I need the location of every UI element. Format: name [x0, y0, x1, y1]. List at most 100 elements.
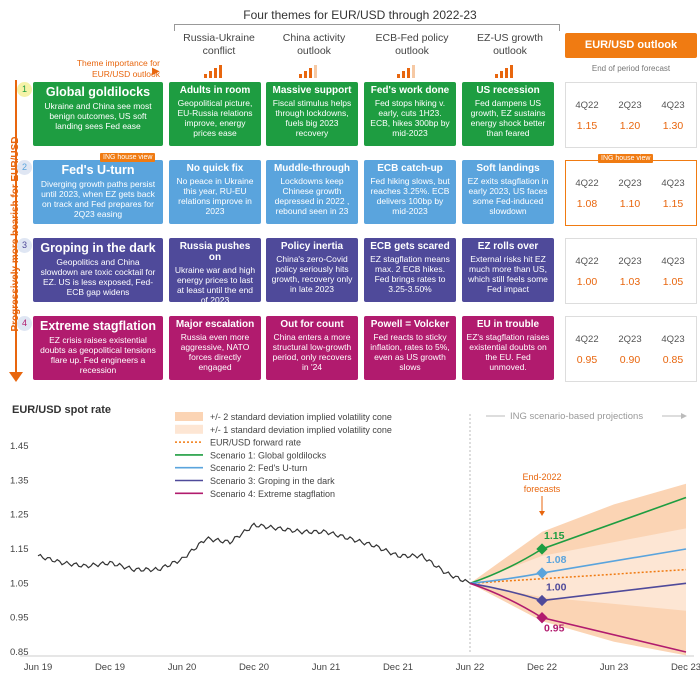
importance-bar [304, 71, 307, 78]
cell-title: EU in trouble [476, 319, 540, 330]
y-tick-label: 1.25 [10, 510, 29, 521]
legend-label: Scenario 2: Fed's U-turn [210, 463, 307, 473]
forecast-value: 1.00 [576, 276, 598, 288]
cell-description: Russia even more aggressive, NATO forces… [180, 332, 250, 372]
y-tick-label: 1.35 [10, 475, 29, 486]
cell-description: Fed hiking slows, but reaches 3.25%. ECB… [370, 176, 450, 216]
end2022-marker [536, 543, 548, 555]
chart-title: EUR/USD spot rate [12, 404, 112, 416]
cell-title: Powell = Volcker [370, 319, 450, 330]
scenario-1-line [469, 496, 687, 585]
cell-description: China's zero-Covid policy seriously hits… [271, 254, 353, 294]
x-tick-label: Dec 23 [671, 662, 700, 673]
scenario-title: Groping in the dark [40, 241, 156, 255]
scenario-number-badge: 2 [17, 160, 32, 175]
forecast-quarter: 2Q23 [618, 334, 642, 345]
forecast-quarter: 4Q23 [661, 100, 685, 111]
cell-title: Massive support [272, 85, 352, 96]
theme-header-growth: EZ-US growth outlook [477, 32, 543, 57]
theme-cell: Muddle-through Lockdowns keep Chinese gro… [266, 160, 358, 224]
cell-title: Fed's work done [370, 85, 450, 96]
cell-title: EZ rolls over [477, 241, 539, 252]
legend-label: Scenario 4: Extreme stagflation [210, 489, 335, 499]
scenario-card: Groping in the dark Geopolitics and China… [33, 238, 163, 302]
cell-title: US recession [476, 85, 540, 96]
x-tick-label: Dec 19 [95, 662, 125, 673]
scenario-description: Geopolitics and China slowdown are toxic… [40, 257, 156, 297]
theme-importance-label: Theme importance for EUR/USD outlook [76, 58, 160, 79]
cell-description: Fed stops hiking v. early, cuts 1H23. EC… [370, 98, 450, 138]
theme-cell: Out for count China enters a more structu… [266, 316, 358, 380]
cell-title: Major escalation [175, 319, 255, 330]
scenario-card: Extreme stagflation EZ crisis raises exis… [33, 316, 163, 380]
theme-bracket [174, 24, 560, 31]
legend-swatch [175, 412, 203, 421]
cell-title: ECB catch-up [377, 163, 443, 174]
legend-label: Scenario 3: Groping in the dark [210, 476, 335, 486]
x-tick-label: Jun 23 [600, 662, 629, 673]
theme-cell: ECB catch-up Fed hiking slows, but reache… [364, 160, 456, 224]
cell-description: China enters a more structural low-growt… [272, 332, 352, 372]
cell-title: Soft landings [476, 163, 540, 174]
end2022-label: End-2022 [522, 472, 561, 482]
importance-bar [309, 68, 312, 78]
importance-bar [495, 74, 498, 78]
cell-title: Policy inertia [280, 241, 344, 252]
scenario-description: Ukraine and China see most benign outcom… [44, 101, 152, 131]
scenario-title: Extreme stagflation [39, 319, 156, 333]
scenario-title: Fed's U-turn [61, 163, 135, 177]
end2022-marker-label: 1.00 [546, 582, 567, 594]
scenario-number-badge: 3 [17, 238, 32, 253]
forecast-value: 0.90 [619, 354, 641, 366]
cell-description: External risks hit EZ much more than US,… [468, 254, 548, 294]
bearish-arrow-line [15, 80, 17, 376]
forecast-quarter: 2Q23 [618, 178, 642, 189]
importance-bar [219, 65, 222, 78]
cell-description: No peace in Ukraine this year, RU-EU rel… [176, 176, 254, 216]
forecast-box [565, 238, 697, 304]
x-tick-label: Dec 20 [239, 662, 269, 673]
outlook-subtitle: End of period forecast [591, 64, 671, 73]
legend-label: Scenario 1: Global goldilocks [210, 450, 327, 460]
cell-title: Adults in room [179, 85, 251, 96]
x-tick-label: Jun 19 [24, 662, 53, 673]
y-tick-label: 1.45 [10, 441, 29, 452]
forecast-value: 1.08 [576, 198, 598, 210]
x-tick-label: Jun 21 [312, 662, 341, 673]
arrow-down-icon [539, 511, 545, 516]
scenario-title: Global goldilocks [45, 85, 151, 99]
theme-cell: Russia pushes on Ukraine war and high ene… [169, 238, 261, 305]
scenario-description: Diverging growth paths persist until 202… [40, 179, 156, 219]
legend-label: +/- 1 standard deviation implied volatil… [210, 425, 392, 435]
cell-description: Ukraine war and high energy prices to la… [174, 265, 256, 305]
forecast-box [565, 82, 697, 148]
ing-house-view-tag: ING house view [100, 153, 156, 162]
legend-label: EUR/USD forward rate [210, 438, 301, 448]
spot-rate-line [37, 522, 471, 584]
theme-cell: Fed's work done Fed stops hiking v. early… [364, 82, 456, 146]
end2022-marker-label: 1.15 [544, 530, 565, 542]
theme-header-china: China activity outlook [282, 32, 346, 57]
arrow-down-icon [9, 372, 23, 382]
cell-description: EZ exits stagflation in early 2023, US f… [467, 176, 549, 216]
forecast-value: 1.30 [662, 120, 684, 132]
page-title: Four themes for EUR/USD through 2022-23 [243, 8, 477, 22]
forecast-value: 1.03 [619, 276, 641, 288]
end2022-marker-label: 0.95 [544, 623, 565, 635]
arrow-right-icon [681, 413, 687, 419]
forecast-value: 1.05 [662, 276, 684, 288]
scenario-card: Fed's U-turn Diverging growth paths persi… [33, 160, 163, 224]
forecast-quarter: 4Q22 [575, 256, 599, 267]
theme-cell: Powell = Volcker Fed reacts to sticky inf… [364, 316, 456, 380]
y-tick-label: 0.85 [10, 647, 29, 658]
cell-description: EZ's stagflation raises existential doub… [466, 332, 550, 372]
forecast-quarter: 4Q23 [661, 256, 685, 267]
cell-title: No quick fix [186, 163, 244, 174]
theme-cell: Major escalation Russia even more aggress… [169, 316, 261, 380]
importance-bar [214, 68, 217, 78]
importance-bar [500, 71, 503, 78]
eurusd-chart: 1.45 1.35 1.25 1.15 1.05 0.95 0.85 Jun 19 Dec 19… [10, 411, 700, 673]
theme-cell: Policy inertia China's zero-Covid policy … [266, 238, 358, 302]
x-tick-label: Dec 21 [383, 662, 413, 673]
importance-bar [402, 71, 405, 78]
